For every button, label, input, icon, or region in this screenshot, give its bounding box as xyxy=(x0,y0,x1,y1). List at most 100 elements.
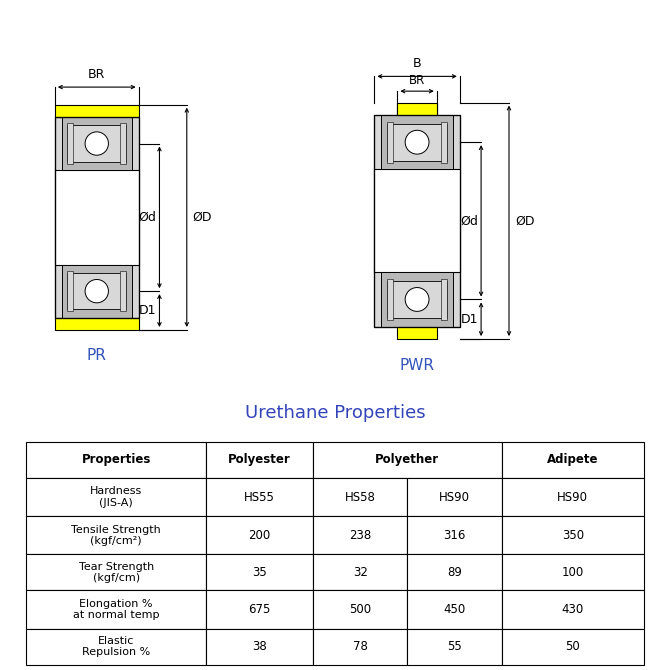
Text: Hardness
(JIS-A): Hardness (JIS-A) xyxy=(90,486,142,508)
Bar xyxy=(26,442,206,478)
Text: PR: PR xyxy=(87,348,107,363)
Bar xyxy=(407,628,502,665)
Text: Polyether: Polyether xyxy=(375,454,440,466)
Bar xyxy=(26,516,206,555)
Bar xyxy=(55,170,139,265)
Bar xyxy=(407,555,502,590)
Bar xyxy=(206,590,313,628)
Bar xyxy=(381,273,453,326)
Bar xyxy=(206,516,313,555)
Text: Polyester: Polyester xyxy=(228,454,291,466)
Text: B: B xyxy=(413,58,421,70)
Text: 32: 32 xyxy=(352,566,368,579)
Text: 200: 200 xyxy=(249,529,271,542)
Bar xyxy=(381,115,453,170)
Bar xyxy=(387,124,447,161)
Text: 500: 500 xyxy=(349,603,371,616)
Bar xyxy=(313,478,407,516)
Text: Ød: Ød xyxy=(460,214,478,227)
Bar xyxy=(26,478,206,516)
Bar xyxy=(206,555,313,590)
Bar xyxy=(55,318,139,330)
Text: 55: 55 xyxy=(448,640,462,653)
Bar xyxy=(441,279,447,320)
Bar xyxy=(313,590,407,628)
Circle shape xyxy=(405,287,429,312)
Bar xyxy=(502,555,644,590)
Text: 675: 675 xyxy=(249,603,271,616)
Text: ØD: ØD xyxy=(192,211,212,224)
Text: Ød: Ød xyxy=(139,211,156,224)
Text: Urethane Properties: Urethane Properties xyxy=(245,403,425,421)
Text: 50: 50 xyxy=(565,640,580,653)
Text: Tear Strength
(kgf/cm): Tear Strength (kgf/cm) xyxy=(78,561,154,583)
Text: Properties: Properties xyxy=(82,454,151,466)
Text: HS58: HS58 xyxy=(345,490,376,504)
Bar xyxy=(313,442,502,478)
Bar xyxy=(387,122,393,163)
Bar xyxy=(68,273,126,309)
Text: ØD: ØD xyxy=(515,214,535,227)
Bar xyxy=(68,271,73,312)
Bar xyxy=(375,170,460,273)
Bar xyxy=(206,442,313,478)
Text: PWR: PWR xyxy=(399,358,435,373)
Text: 78: 78 xyxy=(352,640,368,653)
Text: 100: 100 xyxy=(561,566,584,579)
Text: 89: 89 xyxy=(447,566,462,579)
Bar xyxy=(407,590,502,628)
Bar xyxy=(68,123,73,163)
Bar xyxy=(397,103,437,115)
Bar xyxy=(502,590,644,628)
Bar xyxy=(387,281,447,318)
Bar xyxy=(26,590,206,628)
Bar xyxy=(55,117,139,318)
Bar xyxy=(397,326,437,339)
Bar xyxy=(313,516,407,555)
Text: 238: 238 xyxy=(349,529,371,542)
Bar xyxy=(441,122,447,163)
Text: D1: D1 xyxy=(139,304,156,317)
Text: 430: 430 xyxy=(561,603,584,616)
Circle shape xyxy=(85,279,109,303)
Bar xyxy=(387,279,393,320)
Bar xyxy=(375,115,460,326)
Text: D1: D1 xyxy=(460,313,478,326)
Bar xyxy=(502,628,644,665)
Bar xyxy=(26,555,206,590)
Bar xyxy=(120,123,126,163)
Text: 35: 35 xyxy=(252,566,267,579)
Text: 38: 38 xyxy=(252,640,267,653)
Bar xyxy=(375,115,460,326)
Text: HS90: HS90 xyxy=(439,490,470,504)
Text: 350: 350 xyxy=(561,529,584,542)
Bar xyxy=(502,516,644,555)
Text: BR: BR xyxy=(88,68,105,81)
Text: HS55: HS55 xyxy=(244,490,275,504)
Bar xyxy=(502,478,644,516)
Bar xyxy=(120,271,126,312)
Bar xyxy=(206,478,313,516)
Bar xyxy=(313,555,407,590)
Bar xyxy=(62,265,132,318)
Bar xyxy=(407,516,502,555)
Bar xyxy=(68,125,126,161)
Text: Tensile Strength
(kgf/cm²): Tensile Strength (kgf/cm²) xyxy=(71,525,161,546)
Bar xyxy=(26,628,206,665)
Text: BR: BR xyxy=(409,74,425,87)
Text: 316: 316 xyxy=(444,529,466,542)
Text: Adipete: Adipete xyxy=(547,454,598,466)
Bar xyxy=(407,478,502,516)
Bar xyxy=(62,117,132,170)
Text: 450: 450 xyxy=(444,603,466,616)
Bar xyxy=(55,117,139,318)
Text: HS90: HS90 xyxy=(557,490,588,504)
Text: Elongation %
at normal temp: Elongation % at normal temp xyxy=(73,599,159,620)
Text: Elastic
Repulsion %: Elastic Repulsion % xyxy=(82,636,150,657)
Bar xyxy=(55,105,139,117)
Bar xyxy=(502,442,644,478)
Circle shape xyxy=(405,130,429,154)
Circle shape xyxy=(85,132,109,155)
Bar xyxy=(313,628,407,665)
Bar xyxy=(206,628,313,665)
